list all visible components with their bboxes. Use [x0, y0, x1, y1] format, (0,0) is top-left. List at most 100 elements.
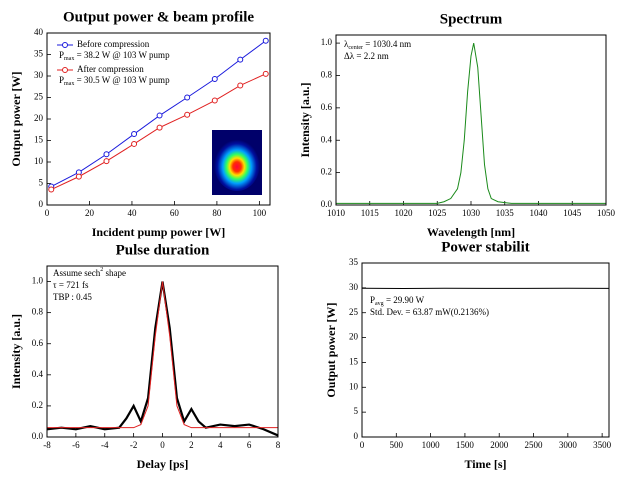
- chart-title: Spectrum: [440, 11, 503, 27]
- text-run: = 1030.4 nm: [363, 39, 411, 49]
- plot-frame: [361, 262, 610, 438]
- beam-spot: [214, 137, 260, 191]
- x-tick-label: 500: [390, 440, 404, 450]
- y-tick-label: 10: [34, 156, 44, 166]
- data-point: [131, 131, 138, 138]
- annotation: Pmax = 38.2 W @ 103 W pump: [59, 50, 170, 62]
- x-tick-label: 8: [276, 440, 281, 450]
- x-axis-label: Wavelength [nm]: [427, 225, 515, 239]
- y-tick-label: 0: [354, 431, 359, 441]
- x-axis-label: Time [s]: [464, 457, 506, 471]
- y-tick-label: 0.4: [32, 369, 44, 379]
- x-tick-label: 1015: [361, 208, 380, 218]
- y-tick-label: 0.8: [321, 70, 333, 80]
- y-tick-label: 0: [39, 199, 44, 209]
- plot-frame: [46, 265, 279, 438]
- chart-title: Power stabilit: [441, 239, 529, 255]
- annotation: Std. Dev. = 63.87 mW(0.2136%): [370, 307, 489, 317]
- x-tick-label: 0: [360, 440, 365, 450]
- y-tick-label: 25: [34, 92, 44, 102]
- y-tick-label: 0.2: [32, 400, 43, 410]
- x-tick-label: 1000: [422, 440, 441, 450]
- x-tick-label: 20: [85, 208, 95, 218]
- x-tick-label: -2: [130, 440, 138, 450]
- annotation: Pmax = 30.5 W @ 103 W pump: [59, 75, 170, 87]
- y-tick-label: 30: [349, 282, 359, 292]
- y-tick-label: 35: [349, 257, 359, 267]
- x-tick-label: 60: [170, 208, 180, 218]
- y-tick-label: 30: [34, 70, 44, 80]
- subscript: avg: [375, 301, 384, 307]
- text-run: λ: [344, 39, 349, 49]
- data-point: [262, 37, 269, 44]
- legend-marker: [62, 67, 68, 73]
- y-tick-label: 40: [34, 27, 44, 37]
- data-point: [156, 112, 163, 119]
- y-tick-label: 0.0: [321, 199, 333, 209]
- text-run: = 29.90 W: [384, 295, 425, 305]
- y-tick-label: 5: [354, 406, 359, 416]
- superscript: 2: [100, 267, 103, 273]
- x-tick-label: 0: [45, 208, 50, 218]
- x-tick-label: 1045: [563, 208, 582, 218]
- x-tick-label: 1020: [395, 208, 414, 218]
- text-run: TBP : 0.45: [53, 292, 92, 302]
- data-line: [336, 42, 606, 204]
- text-run: P: [59, 50, 64, 60]
- data-point: [131, 140, 138, 147]
- x-tick-label: 2: [189, 440, 194, 450]
- y-tick-label: 0.6: [32, 338, 44, 348]
- data-point: [156, 124, 163, 131]
- y-tick-label: 20: [349, 332, 359, 342]
- y-tick-label: 0.0: [32, 431, 44, 441]
- x-tick-label: 0: [160, 440, 165, 450]
- annotation: Δλ = 2.2 nm: [344, 51, 389, 61]
- data-point: [237, 82, 244, 89]
- annotation: λcenter = 1030.4 nm: [344, 39, 411, 51]
- x-tick-label: 3000: [559, 440, 578, 450]
- y-tick-label: 0.6: [321, 102, 333, 112]
- x-tick-label: 1035: [496, 208, 515, 218]
- annotation: Assume sech2 shape: [53, 267, 126, 278]
- x-tick-label: 1025: [428, 208, 447, 218]
- x-tick-label: 40: [127, 208, 137, 218]
- x-tick-label: 100: [253, 208, 267, 218]
- y-tick-label: 15: [349, 356, 359, 366]
- x-tick-label: -4: [101, 440, 109, 450]
- data-point: [262, 70, 269, 77]
- x-tick-label: 2500: [525, 440, 544, 450]
- legend-label: Before compression: [77, 39, 150, 49]
- data-point: [211, 97, 218, 104]
- data-point: [103, 151, 110, 158]
- text-run: P: [59, 75, 64, 85]
- text-run: Assume sech: [53, 268, 101, 278]
- y-axis-label: Output power [W]: [9, 71, 23, 166]
- x-tick-label: 1030: [462, 208, 481, 218]
- plot-frame: [335, 34, 607, 206]
- x-axis-label: Incident pump power [W]: [92, 225, 225, 239]
- text-run: Std. Dev. = 63.87 mW(0.2136%): [370, 307, 489, 317]
- subscript: max: [64, 81, 74, 87]
- data-point: [48, 186, 55, 193]
- y-tick-label: 5: [39, 178, 44, 188]
- x-tick-label: 2000: [490, 440, 509, 450]
- data-point: [75, 173, 82, 180]
- y-tick-label: 10: [349, 381, 359, 391]
- annotation: TBP : 0.45: [53, 292, 92, 302]
- y-tick-label: 35: [34, 49, 44, 59]
- subscript: max: [64, 56, 74, 62]
- x-tick-label: 1050: [597, 208, 616, 218]
- y-tick-label: 0.8: [32, 307, 44, 317]
- annotation: τ = 721 fs: [53, 280, 89, 290]
- y-tick-label: 0.2: [321, 167, 332, 177]
- text-run: = 38.2 W @ 103 W pump: [74, 50, 170, 60]
- data-point: [103, 158, 110, 165]
- y-tick-label: 20: [34, 113, 44, 123]
- x-tick-label: 3500: [593, 440, 612, 450]
- text-run: τ = 721 fs: [53, 280, 89, 290]
- data-point: [184, 111, 191, 118]
- subscript: center: [348, 45, 363, 51]
- data-point: [184, 94, 191, 101]
